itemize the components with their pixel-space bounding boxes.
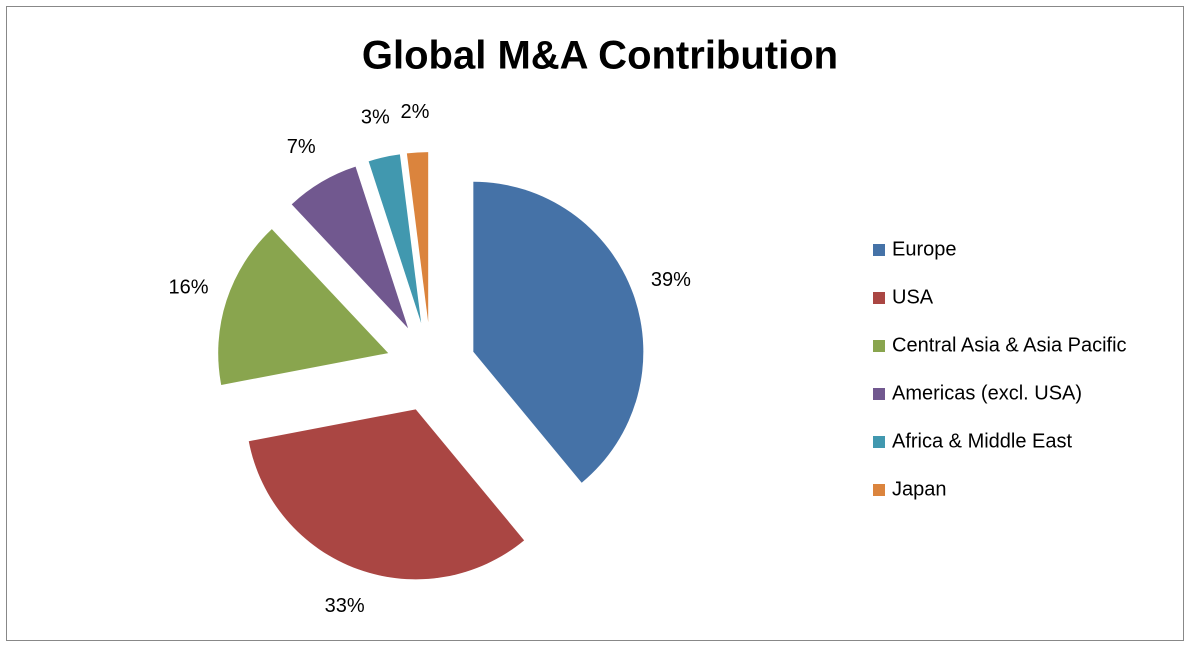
legend-label: Japan: [892, 478, 947, 500]
pie-slice: [291, 166, 409, 329]
legend-label: USA: [892, 286, 934, 308]
legend-swatch: [873, 388, 885, 400]
legend-swatch: [873, 484, 885, 496]
legend-label: Central Asia & Asia Pacific: [892, 334, 1127, 356]
legend-label: Africa & Middle East: [892, 430, 1073, 452]
data-label: 3%: [361, 106, 390, 128]
pie-slice: [473, 181, 644, 483]
pie-slice: [248, 409, 525, 580]
legend-swatch: [873, 292, 885, 304]
pie-slice: [406, 152, 429, 323]
data-label: 2%: [401, 101, 430, 123]
legend-label: Americas (excl. USA): [892, 382, 1082, 404]
legend-swatch: [873, 340, 885, 352]
data-label: 33%: [325, 595, 365, 617]
pie-slice: [218, 229, 389, 385]
data-label: 7%: [287, 136, 316, 158]
legend-label: Europe: [892, 238, 957, 260]
legend-swatch: [873, 244, 885, 256]
legend-swatch: [873, 436, 885, 448]
chart-title: Global M&A Contribution: [362, 34, 838, 78]
data-label: 39%: [651, 269, 691, 291]
data-label: 16%: [168, 276, 208, 298]
pie-slice: [368, 154, 422, 324]
